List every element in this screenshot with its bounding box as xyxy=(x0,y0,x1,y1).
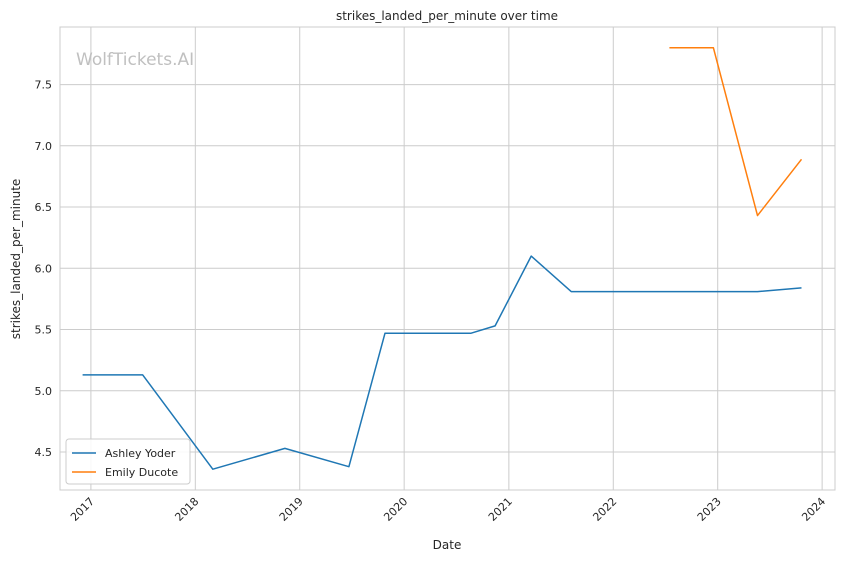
x-tick-label: 2019 xyxy=(277,495,306,524)
x-tick-label: 2024 xyxy=(799,495,828,524)
x-tick-label: 2023 xyxy=(695,495,724,524)
plot-area xyxy=(60,27,835,490)
x-tick-label: 2022 xyxy=(590,495,619,524)
y-tick-label: 4.5 xyxy=(35,446,53,459)
x-tick-label: 2020 xyxy=(381,495,410,524)
plot-frame xyxy=(59,26,836,491)
y-tick-label: 6.0 xyxy=(35,262,53,275)
series-line-ashley-yoder xyxy=(82,255,802,470)
x-tick-label: 2021 xyxy=(486,495,515,524)
y-tick-labels: 4.5 5.0 5.5 6.0 6.5 7.0 7.5 xyxy=(35,79,53,459)
y-tick-label: 5.0 xyxy=(35,385,53,398)
legend-label-ashley-yoder: Ashley Yoder xyxy=(105,447,176,460)
x-tick-label: 2018 xyxy=(172,495,201,524)
legend: Ashley Yoder Emily Ducote xyxy=(65,438,191,485)
legend-label-emily-ducote: Emily Ducote xyxy=(105,466,178,479)
y-tick-label: 7.0 xyxy=(35,140,53,153)
series-lines xyxy=(82,47,803,470)
y-tick-label: 5.5 xyxy=(35,324,53,337)
grid xyxy=(60,27,835,490)
y-tick-label: 6.5 xyxy=(35,201,53,214)
watermark: WolfTickets.AI xyxy=(76,50,194,70)
chart-title: strikes_landed_per_minute over time xyxy=(336,9,558,23)
x-axis-title: Date xyxy=(433,538,462,552)
y-tick-label: 7.5 xyxy=(35,79,53,92)
series-line-emily-ducote xyxy=(669,47,803,217)
x-tick-labels: 2017 2018 2019 2020 2021 2022 2023 2024 xyxy=(68,495,828,524)
y-axis-title: strikes_landed_per_minute xyxy=(9,179,23,340)
legend-box xyxy=(65,438,191,485)
x-tick-label: 2017 xyxy=(68,495,97,524)
